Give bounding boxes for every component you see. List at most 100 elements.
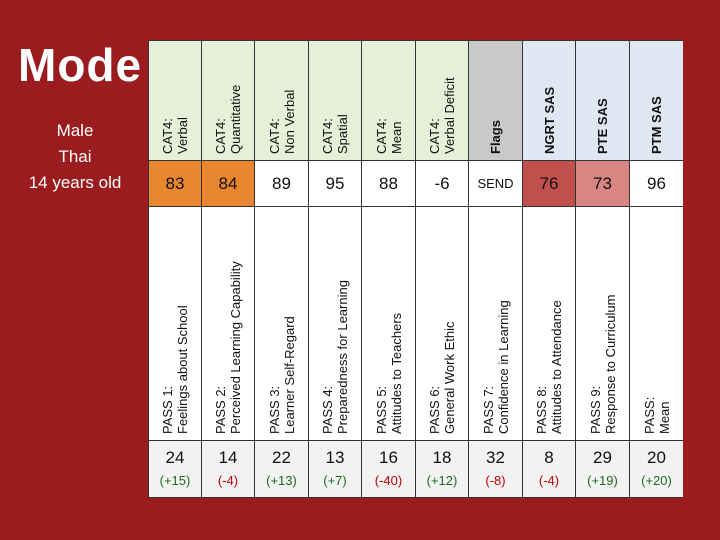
header-label: Confidence in Learning — [495, 300, 511, 434]
value-pass-1: 24 (+15) — [149, 441, 202, 497]
header-label: Mean — [388, 121, 404, 154]
header-label: PASS 6: — [427, 385, 442, 434]
header-pass-6: PASS 6: General Work Ethic — [416, 207, 469, 441]
value-cat4-spatial: 95 — [309, 161, 362, 207]
header-label: Quantitative — [228, 84, 243, 154]
header-label: PASS 4: — [320, 385, 335, 434]
header-label: PASS: — [641, 396, 657, 434]
value-cat4-quantitative: 84 — [202, 161, 255, 207]
value-cat4-mean: 88 — [362, 161, 416, 207]
header-label: PASS 7: — [480, 385, 496, 434]
student-gender: Male — [56, 121, 94, 140]
pass-score: 22 — [272, 448, 291, 467]
pass-delta: (+19) — [587, 473, 618, 488]
header-label: PASS 8: — [534, 385, 549, 434]
pass-score: 8 — [544, 448, 554, 467]
header-label: Perceived Learning Capability — [228, 261, 243, 434]
header-label: General Work Ethic — [442, 321, 457, 434]
pass-delta: (-4) — [538, 473, 560, 488]
value-pte-sas: 73 — [576, 161, 630, 207]
header-cat4-verbal: CAT4: Verbal — [149, 41, 202, 161]
value-cat4-verbal: 83 — [149, 161, 202, 207]
header-label: Attitudes to Attendance — [549, 300, 564, 434]
student-age: 14 years old — [28, 173, 122, 192]
header-label: Verbal — [175, 117, 190, 154]
header-label: PASS 2: — [213, 385, 228, 434]
pass-delta: (-40) — [374, 473, 403, 488]
pass-delta: (+13) — [266, 473, 297, 488]
value-cat4-nonverbal: 89 — [255, 161, 309, 207]
header-label: PASS 5: — [373, 385, 389, 434]
value-pass-7: 32 (-8) — [469, 441, 523, 497]
header-label: CAT4: — [427, 118, 442, 154]
header-cat4-spatial: CAT4: Spatial — [309, 41, 362, 161]
header-label: NGRT SAS — [541, 86, 557, 154]
value-flags: SEND — [469, 161, 523, 207]
pass-delta: (+7) — [323, 473, 347, 488]
page-title: Mode — [18, 39, 143, 91]
header-ptm-sas: PTM SAS — [630, 41, 683, 161]
header-label: Flags — [488, 120, 503, 154]
pass-score: 18 — [432, 448, 452, 467]
value-ptm-sas: 96 — [630, 161, 683, 207]
header-label: Feelings about School — [175, 305, 190, 434]
header-pass-7: PASS 7: Confidence in Learning — [469, 207, 523, 441]
value-pass-2: 14 (-4) — [202, 441, 255, 497]
header-flags: Flags — [469, 41, 523, 161]
pass-score: 32 — [486, 448, 505, 467]
header-label: Preparedness for Learning — [335, 280, 350, 434]
header-label: PASS 9: — [587, 385, 603, 434]
header-label: CAT4: — [373, 118, 389, 154]
header-label: PTE SAS — [595, 98, 610, 154]
value-pass-9: 29 (+19) — [576, 441, 630, 497]
header-label: Learner Self-Regard — [281, 316, 297, 434]
pass-score: 24 — [165, 448, 185, 467]
pass-delta: (-4) — [217, 473, 239, 488]
header-label: Attitudes to Teachers — [388, 312, 404, 434]
header-label: CAT4: — [213, 118, 228, 154]
pass-delta: (+20) — [641, 473, 672, 488]
pass-delta: (-8) — [485, 473, 506, 488]
assessment-grid: CAT4: Verbal CAT4: Quantitative CAT4: Non V… — [148, 40, 683, 498]
header-label: Verbal Deficit — [442, 77, 457, 154]
header-label: PASS 3: — [266, 385, 282, 434]
student-profile: Male Thai 14 years old — [0, 118, 150, 196]
header-cat4-quantitative: CAT4: Quantitative — [202, 41, 255, 161]
pass-score: 20 — [647, 448, 666, 467]
pass-score: 13 — [325, 448, 345, 467]
header-pass-8: PASS 8: Attitudes to Attendance — [523, 207, 576, 441]
pass-score: 16 — [379, 448, 398, 467]
value-pass-mean: 20 (+20) — [630, 441, 683, 497]
header-label: PASS 1: — [160, 385, 175, 434]
header-label: CAT4: — [320, 118, 335, 154]
pass-score: 29 — [593, 448, 612, 467]
value-ngrt-sas: 76 — [523, 161, 576, 207]
header-label: Spatial — [335, 114, 350, 154]
header-pass-mean: PASS: Mean — [630, 207, 683, 441]
header-pass-4: PASS 4: Preparedness for Learning — [309, 207, 362, 441]
header-pass-5: PASS 5: Attitudes to Teachers — [362, 207, 416, 441]
pass-delta: (+12) — [426, 473, 458, 488]
header-label: Response to Curriculum — [602, 294, 618, 434]
header-label: Mean — [656, 401, 672, 434]
value-pass-8: 8 (-4) — [523, 441, 576, 497]
header-cat4-nonverbal: CAT4: Non Verbal — [255, 41, 309, 161]
header-label: CAT4: — [160, 118, 175, 154]
value-cat4-verbal-deficit: -6 — [416, 161, 469, 207]
header-pass-3: PASS 3: Learner Self-Regard — [255, 207, 309, 441]
header-cat4-mean: CAT4: Mean — [362, 41, 416, 161]
pass-delta: (+15) — [159, 473, 191, 488]
header-label: Non Verbal — [281, 89, 297, 154]
value-pass-3: 22 (+13) — [255, 441, 309, 497]
value-pass-5: 16 (-40) — [362, 441, 416, 497]
header-pass-1: PASS 1: Feelings about School — [149, 207, 202, 441]
header-pte-sas: PTE SAS — [576, 41, 630, 161]
header-label: CAT4: — [266, 118, 282, 154]
pass-score: 14 — [218, 448, 238, 467]
student-nationality: Thai — [58, 147, 92, 166]
header-pass-2: PASS 2: Perceived Learning Capability — [202, 207, 255, 441]
value-pass-4: 13 (+7) — [309, 441, 362, 497]
header-pass-9: PASS 9: Response to Curriculum — [576, 207, 630, 441]
header-ngrt-sas: NGRT SAS — [523, 41, 576, 161]
header-label: PTM SAS — [649, 96, 664, 154]
